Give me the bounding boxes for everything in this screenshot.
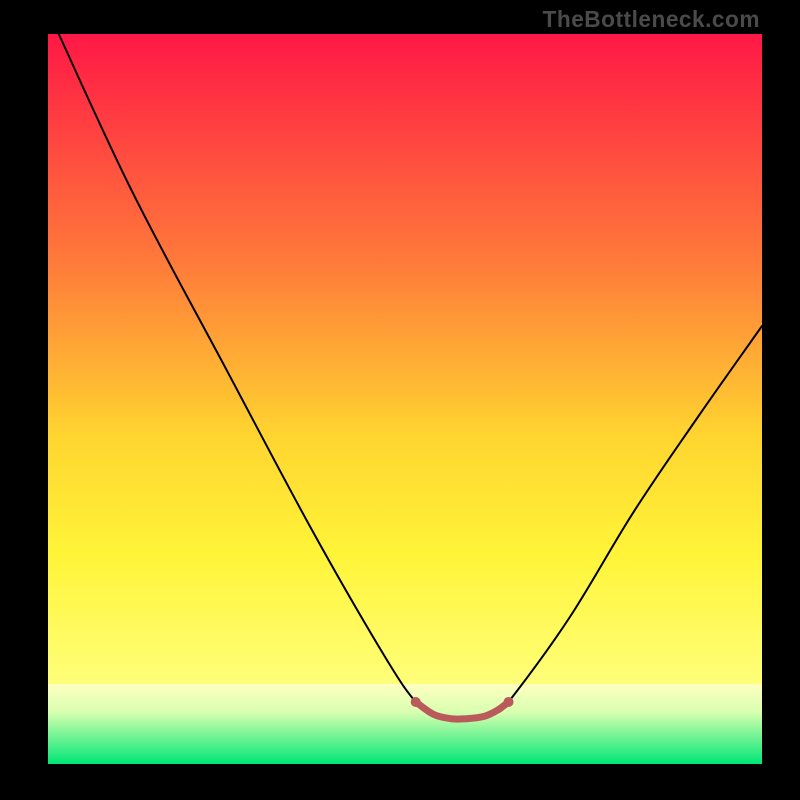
watermark-text: TheBottleneck.com <box>543 6 760 33</box>
plateau-marker-1 <box>504 697 514 707</box>
plateau-curve <box>416 702 509 719</box>
plot-area <box>48 34 762 764</box>
bottleneck-curve <box>59 34 762 719</box>
curve-layer <box>48 34 762 764</box>
plateau-marker-0 <box>411 697 421 707</box>
chart-frame: TheBottleneck.com <box>0 0 800 800</box>
